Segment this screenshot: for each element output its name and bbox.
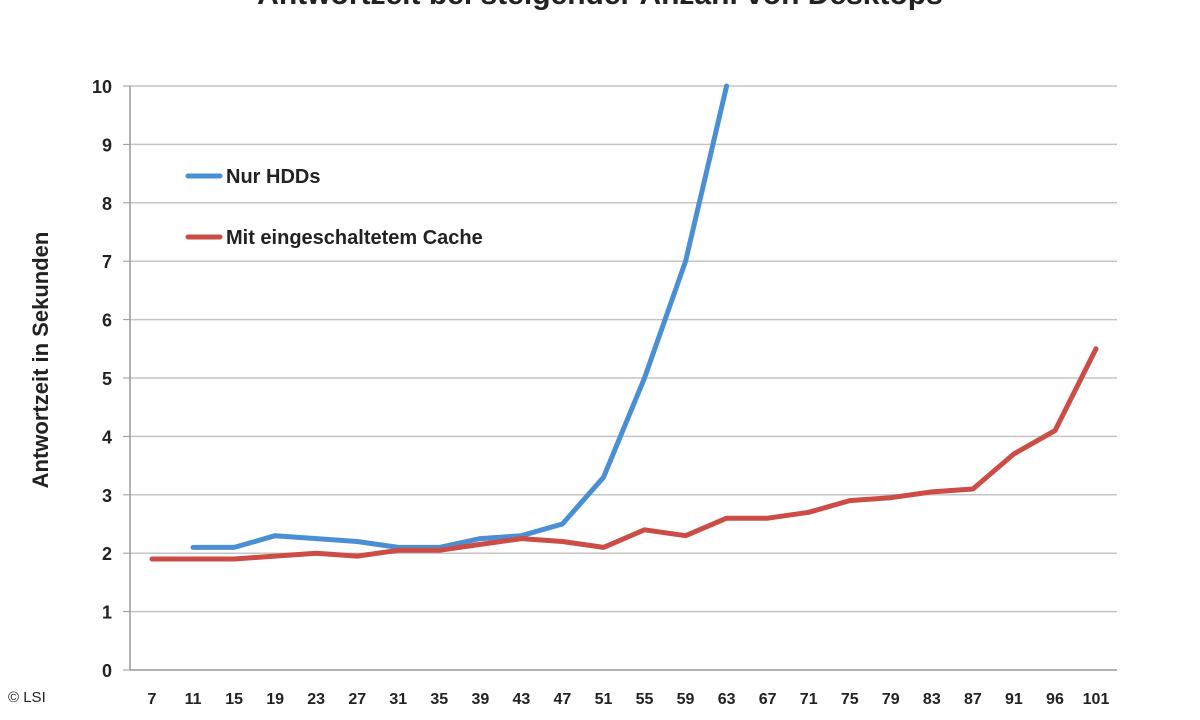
x-tick-label: 83: [923, 691, 941, 708]
x-tick-label: 27: [348, 691, 366, 708]
chart-title: Antwortzeit bei steigender Anzahl von De…: [0, 0, 1200, 12]
legend-label: Nur HDDs: [226, 166, 320, 188]
y-tick-label: 1: [102, 603, 112, 623]
gridlines: [130, 85, 1117, 613]
x-tick-label: 79: [882, 691, 900, 708]
x-tick-label: 51: [595, 691, 613, 708]
y-tick-label: 2: [102, 544, 112, 564]
x-tick-label: 47: [554, 691, 572, 708]
x-tick-label: 75: [841, 691, 859, 708]
x-tick-labels: 7 11 15 19 23 27 31 35 39 43 47 51 55 59 63 67 71 75 79 83 8…: [148, 691, 1110, 708]
y-tick-label: 7: [102, 252, 112, 272]
y-tick-label: 5: [102, 369, 112, 389]
y-tick-label: 6: [102, 311, 112, 331]
x-tick-label: 7: [148, 691, 157, 708]
series-lines: [149, 83, 1099, 562]
axes: [123, 85, 1117, 671]
x-tick-label: 39: [471, 691, 489, 708]
y-tick-label: 10: [92, 77, 112, 97]
copyright-notice: © LSI: [6, 688, 48, 707]
legend: Nur HDDs Mit eingeschaltetem Cache: [185, 166, 483, 249]
x-tick-label: 15: [225, 691, 243, 708]
y-tick-labels: 0 1 2 3 4 5 6 7 8 9 10: [92, 77, 112, 681]
y-tick-label: 8: [102, 194, 112, 214]
x-tick-label: 63: [718, 691, 736, 708]
x-tick-label: 87: [964, 691, 982, 708]
series-line-1: [190, 83, 730, 550]
x-tick-label: 23: [307, 691, 325, 708]
x-tick-label: 101: [1083, 691, 1110, 708]
x-tick-label: 35: [430, 691, 448, 708]
legend-label: Mit eingeschaltetem Cache: [226, 227, 483, 249]
x-tick-label: 19: [266, 691, 284, 708]
x-tick-label: 55: [636, 691, 654, 708]
x-tick-label: 67: [759, 691, 777, 708]
x-tick-label: 31: [389, 691, 407, 708]
series-line-2: [149, 346, 1099, 562]
y-tick-label: 3: [102, 486, 112, 506]
y-tick-label: 4: [102, 427, 112, 447]
x-tick-label: 71: [800, 691, 818, 708]
y-tick-label: 9: [102, 135, 112, 155]
x-tick-label: 11: [185, 691, 202, 708]
x-tick-label: 96: [1046, 691, 1064, 708]
x-tick-label: 43: [512, 691, 530, 708]
x-tick-label: 91: [1005, 691, 1023, 708]
x-tick-label: 59: [677, 691, 695, 708]
y-axis-label: Antwortzeit in Sekunden: [28, 232, 53, 489]
y-tick-label: 0: [102, 661, 112, 681]
